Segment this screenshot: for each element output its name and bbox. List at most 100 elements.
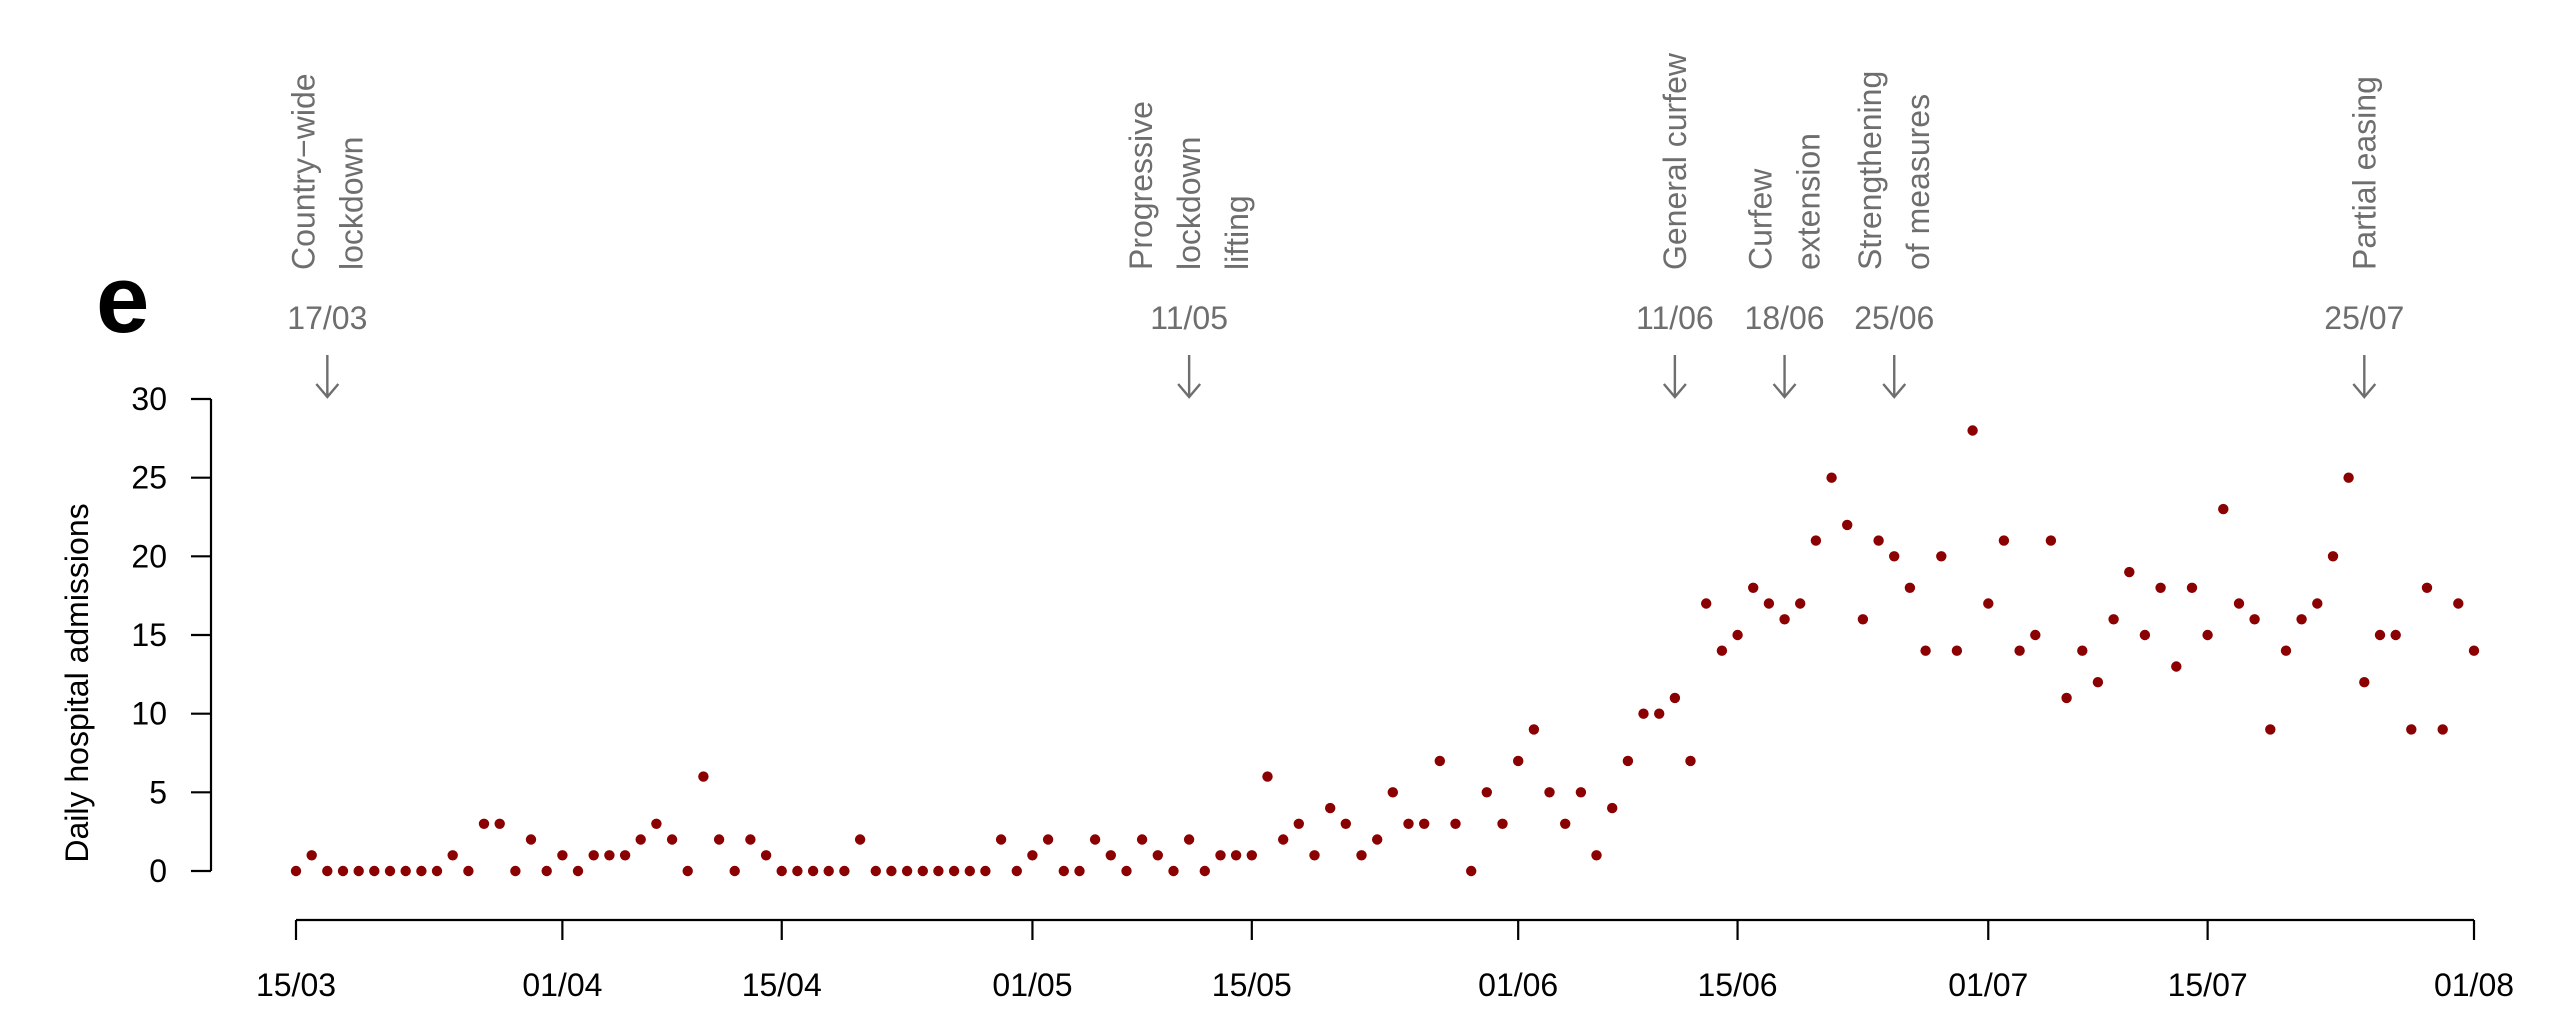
data-point [1340,818,1352,829]
event-annotation: 17/03 Country−wide lockdown [285,73,369,399]
data-point [572,865,584,877]
data-point [823,865,834,877]
data-point [933,865,944,877]
data-point [2312,598,2323,609]
data-point [588,850,599,861]
data-point [1215,850,1226,861]
event-label-line: Curfew [1743,168,1779,270]
event-annotation: 25/06 Strengthening of measures [1852,71,1936,399]
event-label-line: lockdown [1171,137,1207,270]
data-point [1027,850,1038,861]
data-point [431,865,443,877]
data-point [948,865,960,877]
data-point [2139,629,2151,641]
data-point [2030,629,2041,641]
data-point [1622,755,1634,767]
event-label-line: lockdown [333,137,369,270]
data-point [1246,850,1258,861]
data-point [2359,677,2370,688]
y-axis-label: Daily hospital admissions [59,503,95,862]
event-label-line: Progressive [1123,101,1159,270]
event-date-label: 18/06 [1745,300,1825,336]
data-point [416,865,427,877]
x-tick-label: 01/08 [2434,967,2514,1003]
data-point [1591,850,1602,861]
data-point [854,834,866,845]
data-point [1654,708,1665,719]
event-arrowhead [2352,383,2377,399]
data-point [353,865,364,877]
data-point [1857,614,1869,625]
data-point [384,865,396,877]
y-tick-label: 0 [149,853,167,889]
data-point [1419,818,1430,829]
data-point [2374,629,2386,641]
data-point [1011,865,1022,877]
data-point [1998,535,2010,546]
data-point [1701,598,1712,609]
data-point [1325,802,1336,814]
data-point [2468,645,2480,656]
data-point [1528,724,1540,735]
data-point [1607,802,1618,814]
data-point [2453,598,2464,609]
data-point [619,850,631,861]
data-point [1497,818,1508,829]
y-tick-label: 25 [131,460,167,496]
event-label-line: of measures [1900,94,1936,270]
y-axis: 0 5 10 15 20 25 30 [131,381,213,889]
data-point [478,818,490,829]
data-point [447,850,458,861]
data-point [1904,582,1916,593]
event-label-line: General curfew [1657,52,1693,270]
data-point [1262,771,1273,782]
data-point [290,865,302,877]
event-arrowhead [1177,383,1202,399]
data-point [2249,614,2260,625]
y-tick-label: 10 [131,696,167,732]
data-point [1763,598,1775,609]
x-tick-label: 01/04 [522,967,602,1003]
event-annotation: 18/06 Curfew extension [1743,133,1827,399]
x-axis: 15/03 01/04 15/04 01/05 15/05 01/06 15/06 01/07… [256,918,2514,1003]
data-point [1669,692,1681,704]
event-label-line: Country−wide [285,73,321,270]
event-label-line: extension [1791,133,1827,270]
data-point [1372,834,1383,845]
data-point [2045,535,2057,546]
data-point [1278,834,1289,845]
data-point [494,818,505,829]
data-point [1575,787,1587,798]
data-point [525,834,537,845]
data-point [1951,645,1963,656]
event-label-line: Partial easing [2346,76,2382,270]
data-point [1513,755,1524,767]
data-point [2327,551,2339,562]
data-point [980,865,991,877]
panel-label: e [96,246,149,353]
data-point [1936,551,1947,562]
data-point [2061,692,2072,704]
data-point [1842,519,1853,531]
x-tick-label: 01/05 [992,967,1072,1003]
event-date-label: 17/03 [287,300,367,336]
data-point [2406,724,2417,735]
data-point [1748,582,1759,593]
data-point [1967,425,1978,436]
y-tick-label: 15 [131,617,167,653]
x-tick-label: 01/07 [1948,967,2028,1003]
event-arrowhead [315,383,340,399]
event-arrowhead [1772,383,1797,399]
data-point [1121,865,1132,877]
event-date-label: 11/05 [1150,300,1228,336]
data-point [2296,614,2307,625]
data-point [2124,566,2135,578]
data-point [2233,598,2245,609]
data-point [666,834,678,845]
data-point [337,865,349,877]
event-annotation: 11/05 Progressive lockdown lifting [1123,101,1255,399]
x-tick-label: 15/04 [742,967,822,1003]
data-point [1889,551,1900,562]
x-tick-label: 15/07 [2168,967,2248,1003]
data-point [1089,834,1101,845]
